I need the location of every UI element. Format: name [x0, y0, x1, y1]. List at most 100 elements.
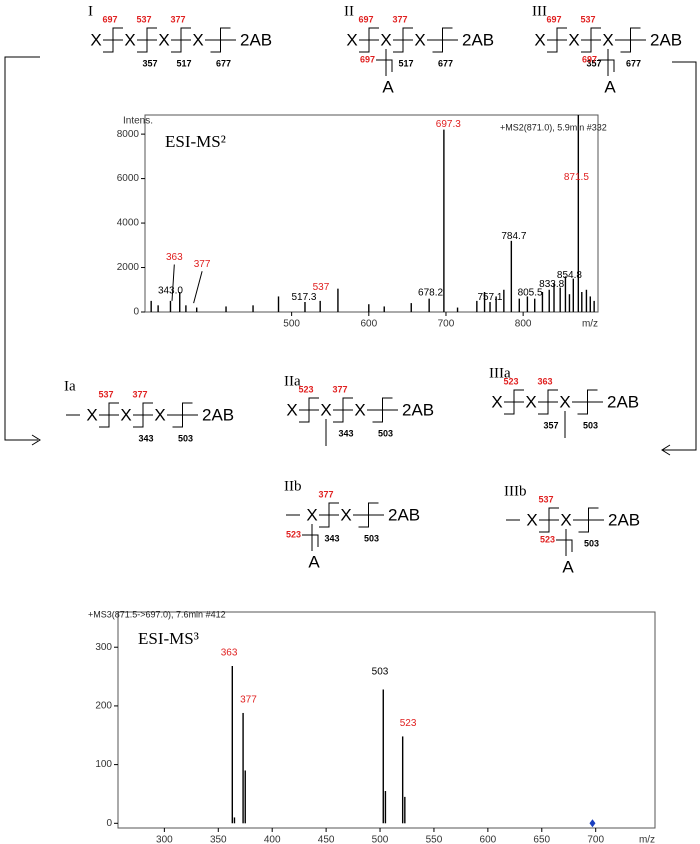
structure-label: IIIa	[489, 365, 511, 381]
x-tick-label: 550	[426, 835, 443, 844]
cleavage-top: 363	[537, 376, 552, 386]
cleavage-bottom: 503	[583, 420, 598, 430]
cleavage-bottom: 503	[178, 433, 193, 443]
cleavage	[577, 389, 598, 415]
cleavage	[538, 389, 558, 415]
peak-label: 363	[166, 252, 183, 263]
residue: X	[525, 392, 536, 411]
leader-line	[171, 264, 175, 301]
residue: X	[568, 30, 579, 49]
x-tick-label: 650	[533, 835, 550, 844]
structure: II X X X 2AB 697 377 517 677 697 A	[344, 3, 494, 96]
residue: X	[286, 400, 297, 419]
spectrum-title: ESI-MS³	[138, 629, 199, 648]
peak-label: 697.3	[436, 119, 461, 130]
cleavage-top: 537	[580, 14, 595, 24]
peak-label: 523	[400, 718, 417, 729]
peak-label: 833.8	[539, 279, 564, 290]
spectrum-header: +MS3(871.5->697.0), 7.6min #412	[88, 609, 226, 619]
x-tick-label: 700	[438, 319, 455, 330]
cleavage	[504, 389, 524, 415]
cleavage	[578, 507, 599, 533]
cleavage-bottom: 517	[398, 58, 413, 68]
residue: X	[491, 392, 502, 411]
branch-cleavage	[598, 59, 615, 72]
cleavage	[333, 397, 353, 423]
cleavage	[171, 27, 191, 53]
residue: 2AB	[650, 30, 682, 49]
residue: 2AB	[402, 400, 434, 419]
peak-label: 517.3	[291, 292, 316, 303]
residue: X	[560, 510, 571, 529]
y-tick-label: 8000	[117, 129, 140, 140]
y-tick-label: 6000	[117, 173, 140, 184]
branch-residue: A	[382, 77, 394, 96]
peak-label: 784.7	[501, 231, 526, 242]
peak-label: 377	[194, 259, 211, 270]
residue: 2AB	[607, 392, 639, 411]
branch-fragment: 523	[540, 534, 555, 544]
cleavage-top: 377	[332, 384, 347, 394]
peak-label: 377	[240, 695, 257, 706]
residue: X	[534, 30, 545, 49]
structure: IIIb X X 2AB 537 503 523 A	[504, 483, 640, 576]
cleavage	[319, 502, 339, 528]
structure-label: Ia	[64, 378, 76, 394]
residue: X	[602, 30, 613, 49]
residue: X	[414, 30, 425, 49]
cleavage-top: 377	[392, 14, 407, 24]
x-tick-label: 600	[360, 319, 377, 330]
cleavage-bottom: 357	[543, 420, 558, 430]
branch-fragment: 697	[582, 54, 597, 64]
cleavage-bottom: 343	[138, 433, 153, 443]
cleavage	[547, 27, 567, 53]
x-tick-label: 400	[264, 835, 281, 844]
peak-label: 537	[313, 282, 330, 293]
cleavage	[210, 27, 231, 53]
peak-label: 805.5	[518, 288, 543, 299]
cleavage	[432, 27, 453, 53]
residue: X	[90, 30, 101, 49]
peak-label: 854.8	[557, 270, 582, 281]
residue: X	[124, 30, 135, 49]
residue: X	[154, 405, 165, 424]
residue: X	[380, 30, 391, 49]
structure-label: IIb	[284, 478, 302, 494]
residue: 2AB	[462, 30, 494, 49]
structure: Ia X X X 2AB 537 377 343 503	[64, 378, 234, 443]
structure: III X X X 2AB 697 537 357 677 697 A	[532, 3, 682, 96]
cleavage	[99, 402, 119, 428]
residue: X	[158, 30, 169, 49]
residue: X	[354, 400, 365, 419]
branch-cleavage	[376, 59, 393, 72]
peak-label: 871.5	[564, 172, 589, 183]
cleavage	[172, 402, 193, 428]
structure-label: IIa	[284, 373, 301, 389]
cleavage	[393, 27, 413, 53]
cleavage-top: 697	[546, 14, 561, 24]
cleavage	[581, 27, 601, 53]
left-connector	[4, 56, 40, 441]
residue: X	[526, 510, 537, 529]
residue: X	[86, 405, 97, 424]
cleavage-bottom: 677	[216, 58, 231, 68]
cleavage-bottom: 503	[378, 428, 393, 438]
structure: IIIa X X X 2AB 523 363 357 503	[489, 365, 639, 438]
y-tick-label: 2000	[117, 262, 140, 273]
x-tick-label: 700	[587, 835, 604, 844]
cleavage-bottom: 503	[364, 533, 379, 543]
residue: X	[559, 392, 570, 411]
cleavage-top: 377	[170, 14, 185, 24]
branch-residue: A	[308, 552, 320, 571]
cleavage-top: 377	[132, 389, 147, 399]
plot-frame	[144, 114, 599, 313]
peak-label: 503	[372, 667, 389, 678]
cleavage	[133, 402, 153, 428]
cleavage-top: 523	[503, 376, 518, 386]
branch-residue: A	[562, 557, 574, 576]
y-axis-label: Intens.	[123, 116, 153, 127]
cleavage-bottom: 517	[176, 58, 191, 68]
cleavage-top: 537	[98, 389, 113, 399]
cleavage-bottom: 677	[438, 58, 453, 68]
